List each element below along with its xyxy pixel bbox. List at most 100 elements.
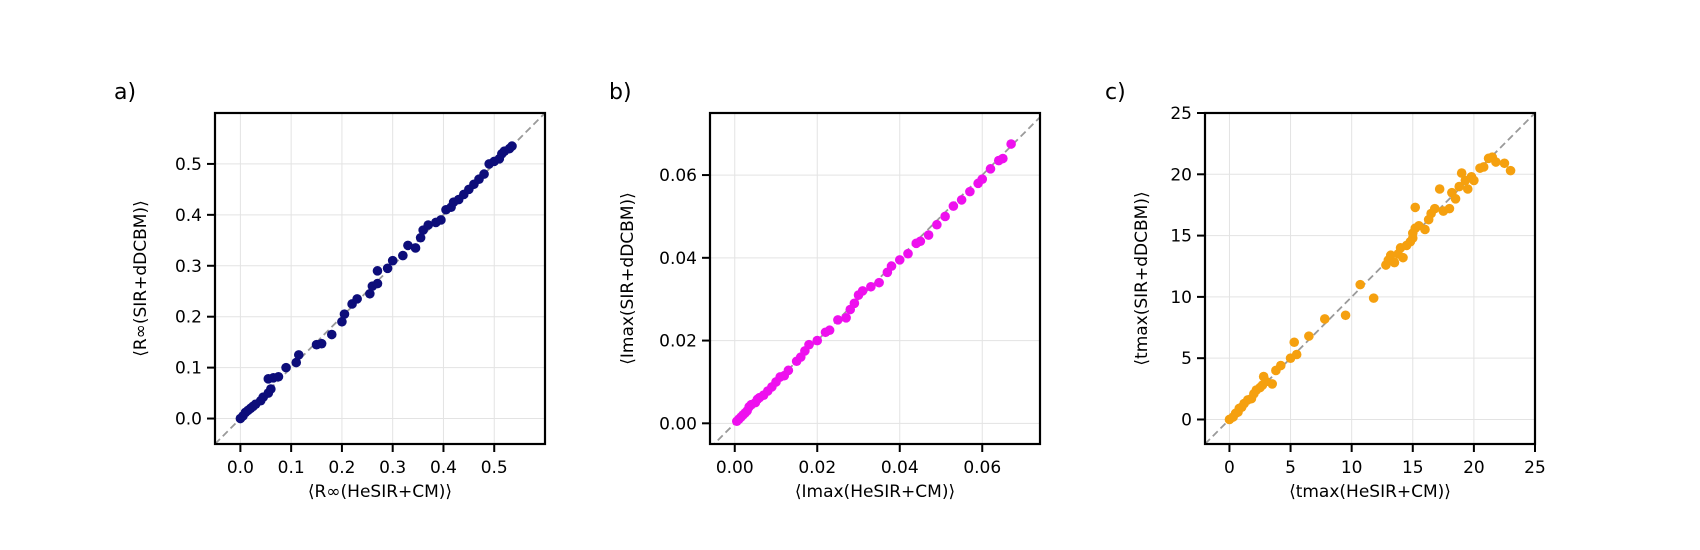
axes-frame <box>708 111 1042 446</box>
data-point <box>352 294 362 304</box>
data-point <box>894 255 905 265</box>
data-point <box>812 335 823 346</box>
data-point <box>965 186 975 197</box>
panel-c: 0 5 10 15 20 25 0 5 10 15 20 25 c) ⟨tmax(HeSIR+CM)⟩… <box>1105 80 1546 502</box>
data-point <box>1319 314 1330 324</box>
x-tick-label: 0 <box>1224 458 1235 478</box>
data-point <box>1291 349 1302 360</box>
data-point <box>372 278 383 289</box>
y-tick-label: 0.2 <box>175 308 202 328</box>
data-point <box>1491 157 1501 167</box>
data-point <box>903 248 913 259</box>
data-point <box>1434 184 1445 194</box>
data-point <box>977 174 988 184</box>
y-tick-label: 0.5 <box>175 155 202 175</box>
x-tick-label: 25 <box>1524 458 1546 478</box>
y-tick-label: 0.06 <box>659 166 697 186</box>
data-point <box>886 261 897 271</box>
data-point <box>326 329 337 340</box>
data-point <box>1267 379 1278 389</box>
panel-c-x-axis-label: ⟨tmax(HeSIR+CM)⟩ <box>1289 482 1451 502</box>
panel-a-label: a) <box>114 80 136 105</box>
data-point <box>1355 279 1366 290</box>
data-point <box>1505 165 1516 176</box>
axes-frame <box>213 111 547 446</box>
data-point <box>932 219 942 230</box>
data-point <box>804 339 814 350</box>
data-point <box>316 338 327 349</box>
x-tick-label: 0.02 <box>798 458 836 478</box>
data-point <box>1304 331 1314 341</box>
y-tick-label: 0.02 <box>659 332 697 352</box>
data-point <box>915 236 926 247</box>
data-point <box>281 362 291 373</box>
x-tick-label: 0.1 <box>278 458 305 478</box>
data-point <box>923 230 934 240</box>
data-point <box>841 313 851 323</box>
data-point <box>857 286 868 296</box>
x-tick-label: 5 <box>1285 458 1296 478</box>
data-point <box>1398 252 1408 263</box>
data-point <box>824 325 835 336</box>
data-point <box>783 365 794 376</box>
x-tick-label: 0.06 <box>963 458 1001 478</box>
data-point <box>365 288 375 299</box>
data-point <box>479 169 489 179</box>
data-point <box>372 266 383 276</box>
y-tick-label: 10 <box>1170 288 1192 308</box>
data-point <box>998 153 1008 164</box>
data-point <box>398 250 408 261</box>
plot-area <box>215 113 545 444</box>
x-tick-label: 15 <box>1402 458 1424 478</box>
data-point <box>382 263 393 274</box>
data-point <box>985 164 996 174</box>
data-point <box>1289 337 1300 348</box>
y-tick-label: 0.0 <box>175 410 202 430</box>
y-tick-label: 0.04 <box>659 249 697 269</box>
data-point <box>291 357 302 368</box>
data-point <box>403 240 413 251</box>
panel-b-y-axis-label: ⟨Imax(SIR+dDCBM)⟩ <box>618 192 638 365</box>
data-point <box>1462 184 1473 194</box>
y-tick-label: 5 <box>1181 349 1192 369</box>
data-point <box>1454 181 1465 192</box>
data-point <box>1420 224 1430 235</box>
x-tick-label: 0.04 <box>881 458 919 478</box>
x-tick-label: 0.00 <box>716 458 754 478</box>
panel-a: 0.0 0.1 0.2 0.3 0.4 0.50.00.10.20.30.40.5 a) … <box>114 80 547 502</box>
data-point <box>1429 203 1440 214</box>
y-tick-label: 15 <box>1170 227 1192 247</box>
panel-a-y-axis-label: ⟨R∞(SIR+dDCBM)⟩ <box>131 200 151 356</box>
x-tick-label: 0.3 <box>379 458 406 478</box>
data-point <box>940 211 950 222</box>
data-point <box>1469 175 1479 186</box>
data-point <box>948 201 959 211</box>
data-point <box>956 195 967 205</box>
x-tick-label: 0.0 <box>227 458 254 478</box>
panel-c-label: c) <box>1105 80 1126 105</box>
data-point <box>1450 194 1461 204</box>
plot-area <box>1205 113 1535 444</box>
data-point <box>849 298 860 309</box>
data-point <box>1340 310 1351 321</box>
data-point <box>1275 360 1286 371</box>
data-point <box>293 350 304 360</box>
data-point <box>436 215 446 225</box>
x-tick-label: 0.2 <box>328 458 355 478</box>
data-point <box>1444 203 1455 214</box>
axes-frame <box>1203 111 1537 446</box>
data-point <box>337 316 347 327</box>
data-point <box>423 220 434 230</box>
y-tick-label: 0.3 <box>175 257 202 277</box>
x-tick-label: 0.4 <box>430 458 457 478</box>
y-tick-label: 25 <box>1170 104 1192 124</box>
data-point <box>1499 158 1510 169</box>
data-point <box>1478 162 1489 172</box>
data-point <box>415 232 426 243</box>
data-point <box>266 384 276 394</box>
data-point <box>1456 168 1467 178</box>
data-point <box>874 277 884 288</box>
plot-area <box>712 115 1040 444</box>
data-point <box>1389 257 1400 268</box>
